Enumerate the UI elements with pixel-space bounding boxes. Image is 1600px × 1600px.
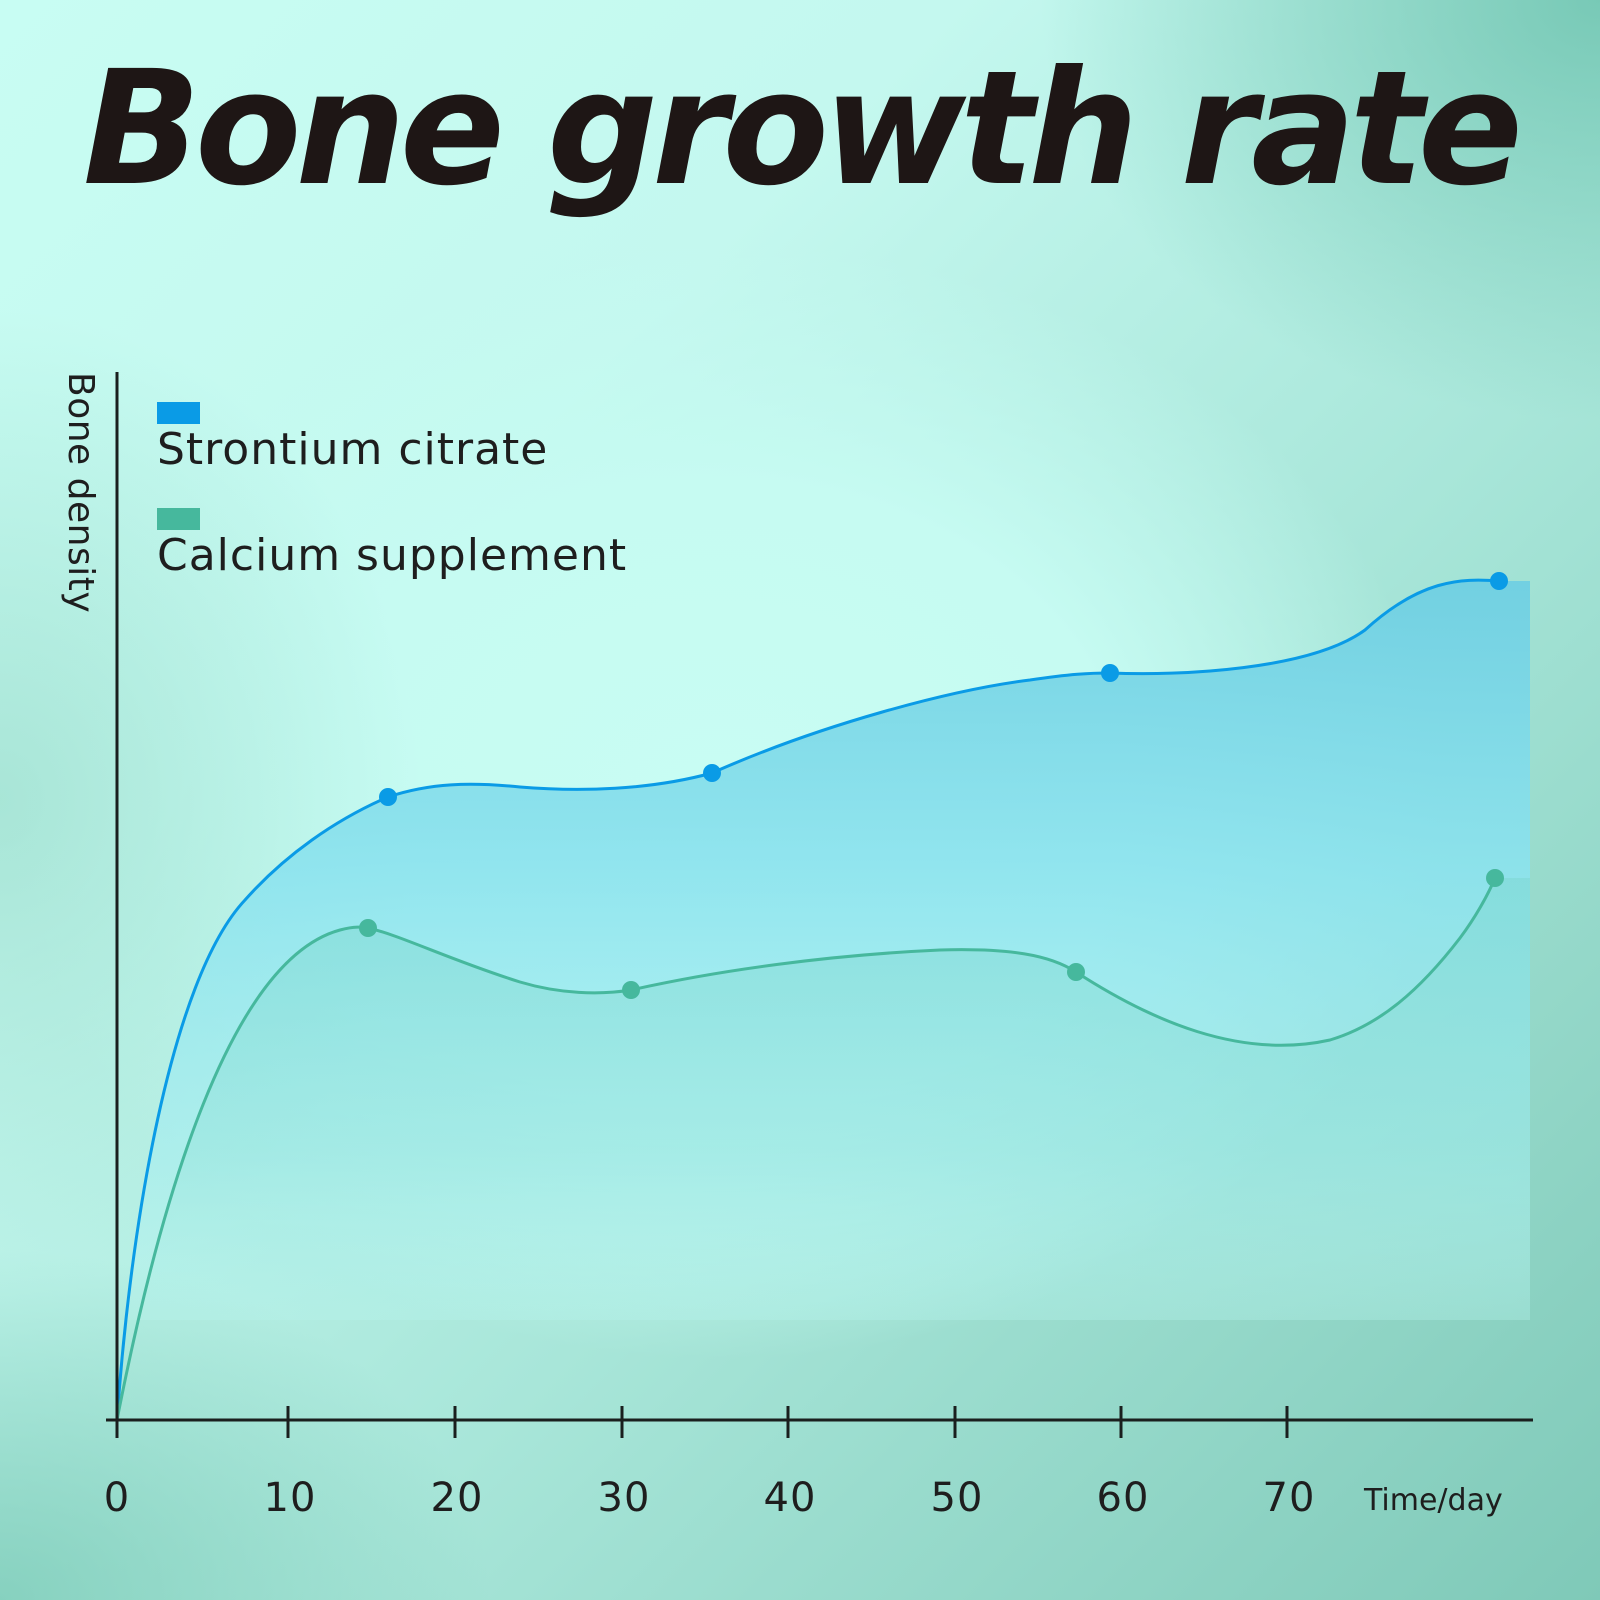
x-ticks — [115, 1406, 1289, 1438]
strontium-point — [703, 764, 721, 782]
x-tick-label: 60 — [1096, 1475, 1150, 1521]
calcium-point — [1486, 869, 1504, 887]
x-axis-label: Time/day — [1364, 1483, 1503, 1518]
x-tick-label: 0 — [103, 1475, 131, 1521]
strontium-point — [1490, 572, 1508, 590]
calcium-point — [622, 981, 640, 999]
y-axis-label: Bone density — [60, 372, 101, 614]
calcium-point — [359, 919, 377, 937]
calcium-point — [1067, 963, 1085, 981]
x-tick-label: 70 — [1262, 1475, 1316, 1521]
legend-item-strontium: Strontium citrate — [157, 402, 627, 472]
legend-label-strontium: Strontium citrate — [157, 424, 549, 475]
legend-swatch-strontium — [157, 402, 200, 424]
strontium-point — [379, 788, 397, 806]
strontium-point — [1101, 664, 1119, 682]
strontium-line — [115, 578, 1500, 1421]
x-tick-label: 50 — [930, 1475, 984, 1521]
x-tick-label: 40 — [763, 1475, 817, 1521]
x-tick-label: 10 — [263, 1475, 317, 1521]
calcium-line — [115, 877, 1497, 1421]
calcium-area — [117, 878, 1530, 1420]
chart-title: Bone growth rate — [82, 37, 1523, 221]
x-tick-label: 30 — [597, 1475, 651, 1521]
legend-label-calcium: Calcium supplement — [157, 530, 628, 581]
legend: Strontium citrate Calcium supplement — [157, 402, 627, 614]
legend-item-calcium: Calcium supplement — [157, 508, 627, 578]
x-tick-label: 20 — [430, 1475, 484, 1521]
legend-swatch-calcium — [157, 508, 200, 530]
